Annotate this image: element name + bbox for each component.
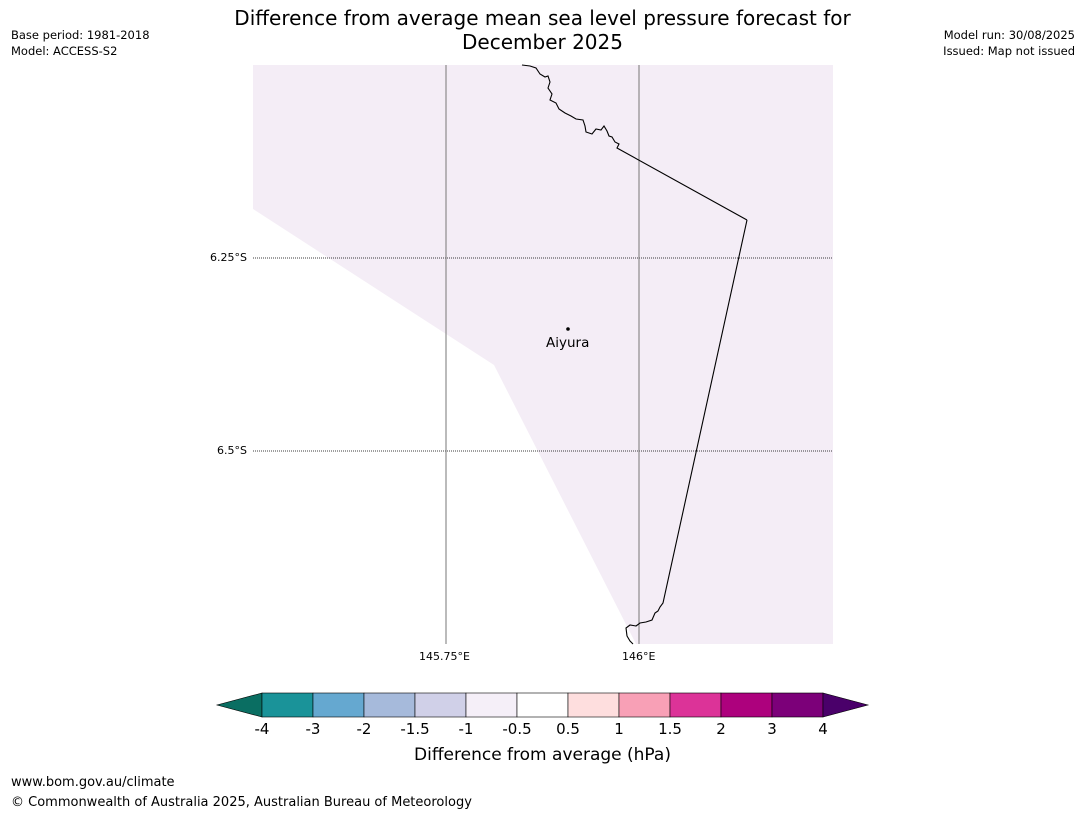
- lon-label-146: 146°E: [622, 650, 656, 663]
- colorbar-swatch: [720, 692, 773, 718]
- colorbar-swatch: [618, 692, 671, 718]
- base-period: Base period: 1981-2018: [11, 28, 150, 42]
- colorbar-tick-label: 4: [818, 720, 828, 738]
- colorbar-tick-label: -0.5: [502, 720, 532, 738]
- colorbar-tick-label: -3: [305, 720, 321, 738]
- colorbar-extend-high: [822, 692, 870, 718]
- colorbar-swatch: [465, 692, 518, 718]
- issued-status: Issued: Map not issued: [943, 44, 1075, 58]
- colorbar-tick-label: -4: [254, 720, 270, 738]
- colorbar-swatch: [669, 692, 722, 718]
- colorbar-extend-low: [215, 692, 263, 718]
- forecast-shaded-region: [253, 65, 833, 644]
- place-label: Aiyura: [546, 335, 590, 351]
- colorbar-swatch: [516, 692, 569, 718]
- meta-right: Model run: 30/08/2025 Issued: Map not is…: [943, 27, 1075, 59]
- coastline-north: [521, 64, 748, 221]
- colorbar-swatch: [414, 692, 467, 718]
- boundary-east: [625, 219, 748, 645]
- colorbar-tick-label: 3: [767, 720, 777, 738]
- model-run: Model run: 30/08/2025: [943, 28, 1075, 42]
- colorbar-swatch: [363, 692, 416, 718]
- footer-copyright: © Commonwealth of Australia 2025, Austra…: [11, 795, 472, 810]
- footer-url: www.bom.gov.au/climate: [11, 775, 175, 790]
- colorbar-swatch: [312, 692, 365, 718]
- colorbar-tick-label: 0.5: [556, 720, 580, 738]
- colorbar-swatch: [567, 692, 620, 718]
- model-name: Model: ACCESS-S2: [11, 44, 118, 58]
- colorbar-tick-label: -1: [458, 720, 474, 738]
- colorbar-swatch: [771, 692, 824, 718]
- meta-left: Base period: 1981-2018 Model: ACCESS-S2: [11, 27, 150, 59]
- colorbar-title: Difference from average (hPa): [0, 745, 1085, 765]
- lat-label-6-5: 6.5°S: [217, 444, 247, 457]
- colorbar-swatch: [261, 692, 314, 718]
- map-title: Difference from average mean sea level p…: [0, 6, 1085, 54]
- map-title-line-1: Difference from average mean sea level p…: [234, 6, 851, 30]
- colorbar-title-text: Difference from average (hPa): [414, 745, 671, 765]
- colorbar-tick-label: -1.5: [400, 720, 430, 738]
- lon-label-145-75: 145.75°E: [419, 650, 470, 663]
- colorbar-tick-label: -2: [356, 720, 372, 738]
- colorbar-tick-label: 2: [716, 720, 726, 738]
- place-marker: [566, 327, 570, 331]
- colorbar-tick-label: 1: [614, 720, 624, 738]
- map-title-line-2: December 2025: [462, 30, 623, 54]
- lat-label-6-25: 6.25°S: [210, 251, 247, 264]
- colorbar-tick-label: 1.5: [658, 720, 682, 738]
